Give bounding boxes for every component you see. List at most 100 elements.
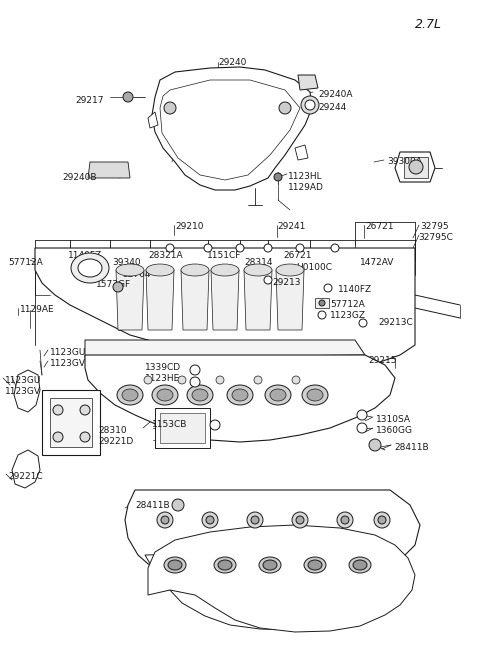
Text: 1310SA: 1310SA	[376, 415, 411, 424]
Text: 28411B: 28411B	[135, 501, 169, 510]
Text: 28411B: 28411B	[394, 443, 429, 452]
Text: 1360GG: 1360GG	[376, 426, 413, 435]
Circle shape	[292, 376, 300, 384]
Text: 1123HL: 1123HL	[288, 172, 323, 181]
Text: 1153CB: 1153CB	[152, 420, 187, 429]
Circle shape	[301, 96, 319, 114]
Text: 1123GV: 1123GV	[50, 359, 86, 368]
Polygon shape	[14, 370, 40, 412]
Circle shape	[144, 376, 152, 384]
Text: 29244: 29244	[318, 103, 346, 112]
Ellipse shape	[71, 253, 109, 283]
Text: 1140FZ: 1140FZ	[68, 251, 102, 260]
Text: 1129AD: 1129AD	[288, 183, 324, 192]
Text: 57712A: 57712A	[330, 300, 365, 309]
Ellipse shape	[152, 385, 178, 405]
Polygon shape	[35, 248, 415, 365]
Polygon shape	[88, 162, 130, 178]
Circle shape	[53, 432, 63, 442]
Polygon shape	[181, 270, 209, 330]
Text: 57712A: 57712A	[8, 258, 43, 267]
Text: 28310: 28310	[98, 426, 127, 435]
Ellipse shape	[181, 264, 209, 276]
Circle shape	[172, 499, 184, 511]
Text: 1123GU: 1123GU	[50, 348, 86, 357]
Text: 29240B: 29240B	[62, 173, 96, 182]
Text: 29213C: 29213C	[378, 318, 413, 327]
Circle shape	[324, 284, 332, 292]
Circle shape	[292, 512, 308, 528]
Ellipse shape	[263, 560, 277, 570]
Polygon shape	[404, 157, 428, 178]
Ellipse shape	[302, 385, 328, 405]
Text: 29210: 29210	[175, 222, 204, 231]
Circle shape	[274, 173, 282, 181]
Circle shape	[190, 365, 200, 375]
Polygon shape	[155, 408, 210, 448]
Ellipse shape	[117, 385, 143, 405]
Circle shape	[331, 244, 339, 252]
Circle shape	[369, 439, 381, 451]
Text: 1339CD: 1339CD	[145, 363, 181, 372]
Polygon shape	[276, 270, 304, 330]
Polygon shape	[298, 75, 318, 90]
Text: 1123GZ: 1123GZ	[330, 311, 366, 320]
Ellipse shape	[168, 560, 182, 570]
Circle shape	[206, 516, 214, 524]
Text: H0100C: H0100C	[296, 263, 332, 272]
Circle shape	[341, 516, 349, 524]
Text: 32795: 32795	[420, 222, 449, 231]
Circle shape	[254, 376, 262, 384]
Ellipse shape	[244, 264, 272, 276]
Polygon shape	[148, 525, 415, 632]
Ellipse shape	[227, 385, 253, 405]
Circle shape	[359, 319, 367, 327]
Text: 28321A: 28321A	[148, 251, 182, 260]
Circle shape	[357, 410, 367, 420]
Ellipse shape	[146, 264, 174, 276]
Text: 1123HE: 1123HE	[145, 374, 180, 383]
Circle shape	[166, 244, 174, 252]
Ellipse shape	[192, 389, 208, 401]
Ellipse shape	[218, 560, 232, 570]
Polygon shape	[295, 145, 308, 160]
Ellipse shape	[265, 385, 291, 405]
Text: 1472AV: 1472AV	[360, 258, 395, 267]
Ellipse shape	[214, 557, 236, 573]
Circle shape	[296, 516, 304, 524]
Circle shape	[247, 512, 263, 528]
Text: 2.7L: 2.7L	[415, 18, 442, 31]
Circle shape	[123, 92, 133, 102]
Circle shape	[264, 276, 272, 284]
Ellipse shape	[308, 560, 322, 570]
Polygon shape	[85, 340, 365, 358]
Ellipse shape	[211, 264, 239, 276]
Circle shape	[236, 244, 244, 252]
Text: 29213: 29213	[272, 278, 300, 287]
Text: 28314: 28314	[244, 258, 273, 267]
Circle shape	[279, 102, 291, 114]
Circle shape	[216, 376, 224, 384]
Circle shape	[210, 420, 220, 430]
Circle shape	[378, 516, 386, 524]
Polygon shape	[152, 67, 312, 190]
Circle shape	[157, 512, 173, 528]
Polygon shape	[42, 390, 100, 455]
Text: 32764: 32764	[122, 270, 151, 279]
Ellipse shape	[122, 389, 138, 401]
Circle shape	[113, 282, 123, 292]
Ellipse shape	[353, 560, 367, 570]
Text: 29221C: 29221C	[8, 472, 43, 481]
Ellipse shape	[276, 264, 304, 276]
Polygon shape	[146, 270, 174, 330]
Circle shape	[305, 100, 315, 110]
Text: 1151CF: 1151CF	[207, 251, 241, 260]
Polygon shape	[148, 112, 158, 128]
Ellipse shape	[270, 389, 286, 401]
Text: 1123GV: 1123GV	[5, 387, 41, 396]
Text: 29217: 29217	[75, 96, 104, 105]
Text: 29215: 29215	[368, 356, 396, 365]
Text: 1140FZ: 1140FZ	[338, 285, 372, 294]
Text: 32795C: 32795C	[418, 233, 453, 242]
Circle shape	[53, 405, 63, 415]
